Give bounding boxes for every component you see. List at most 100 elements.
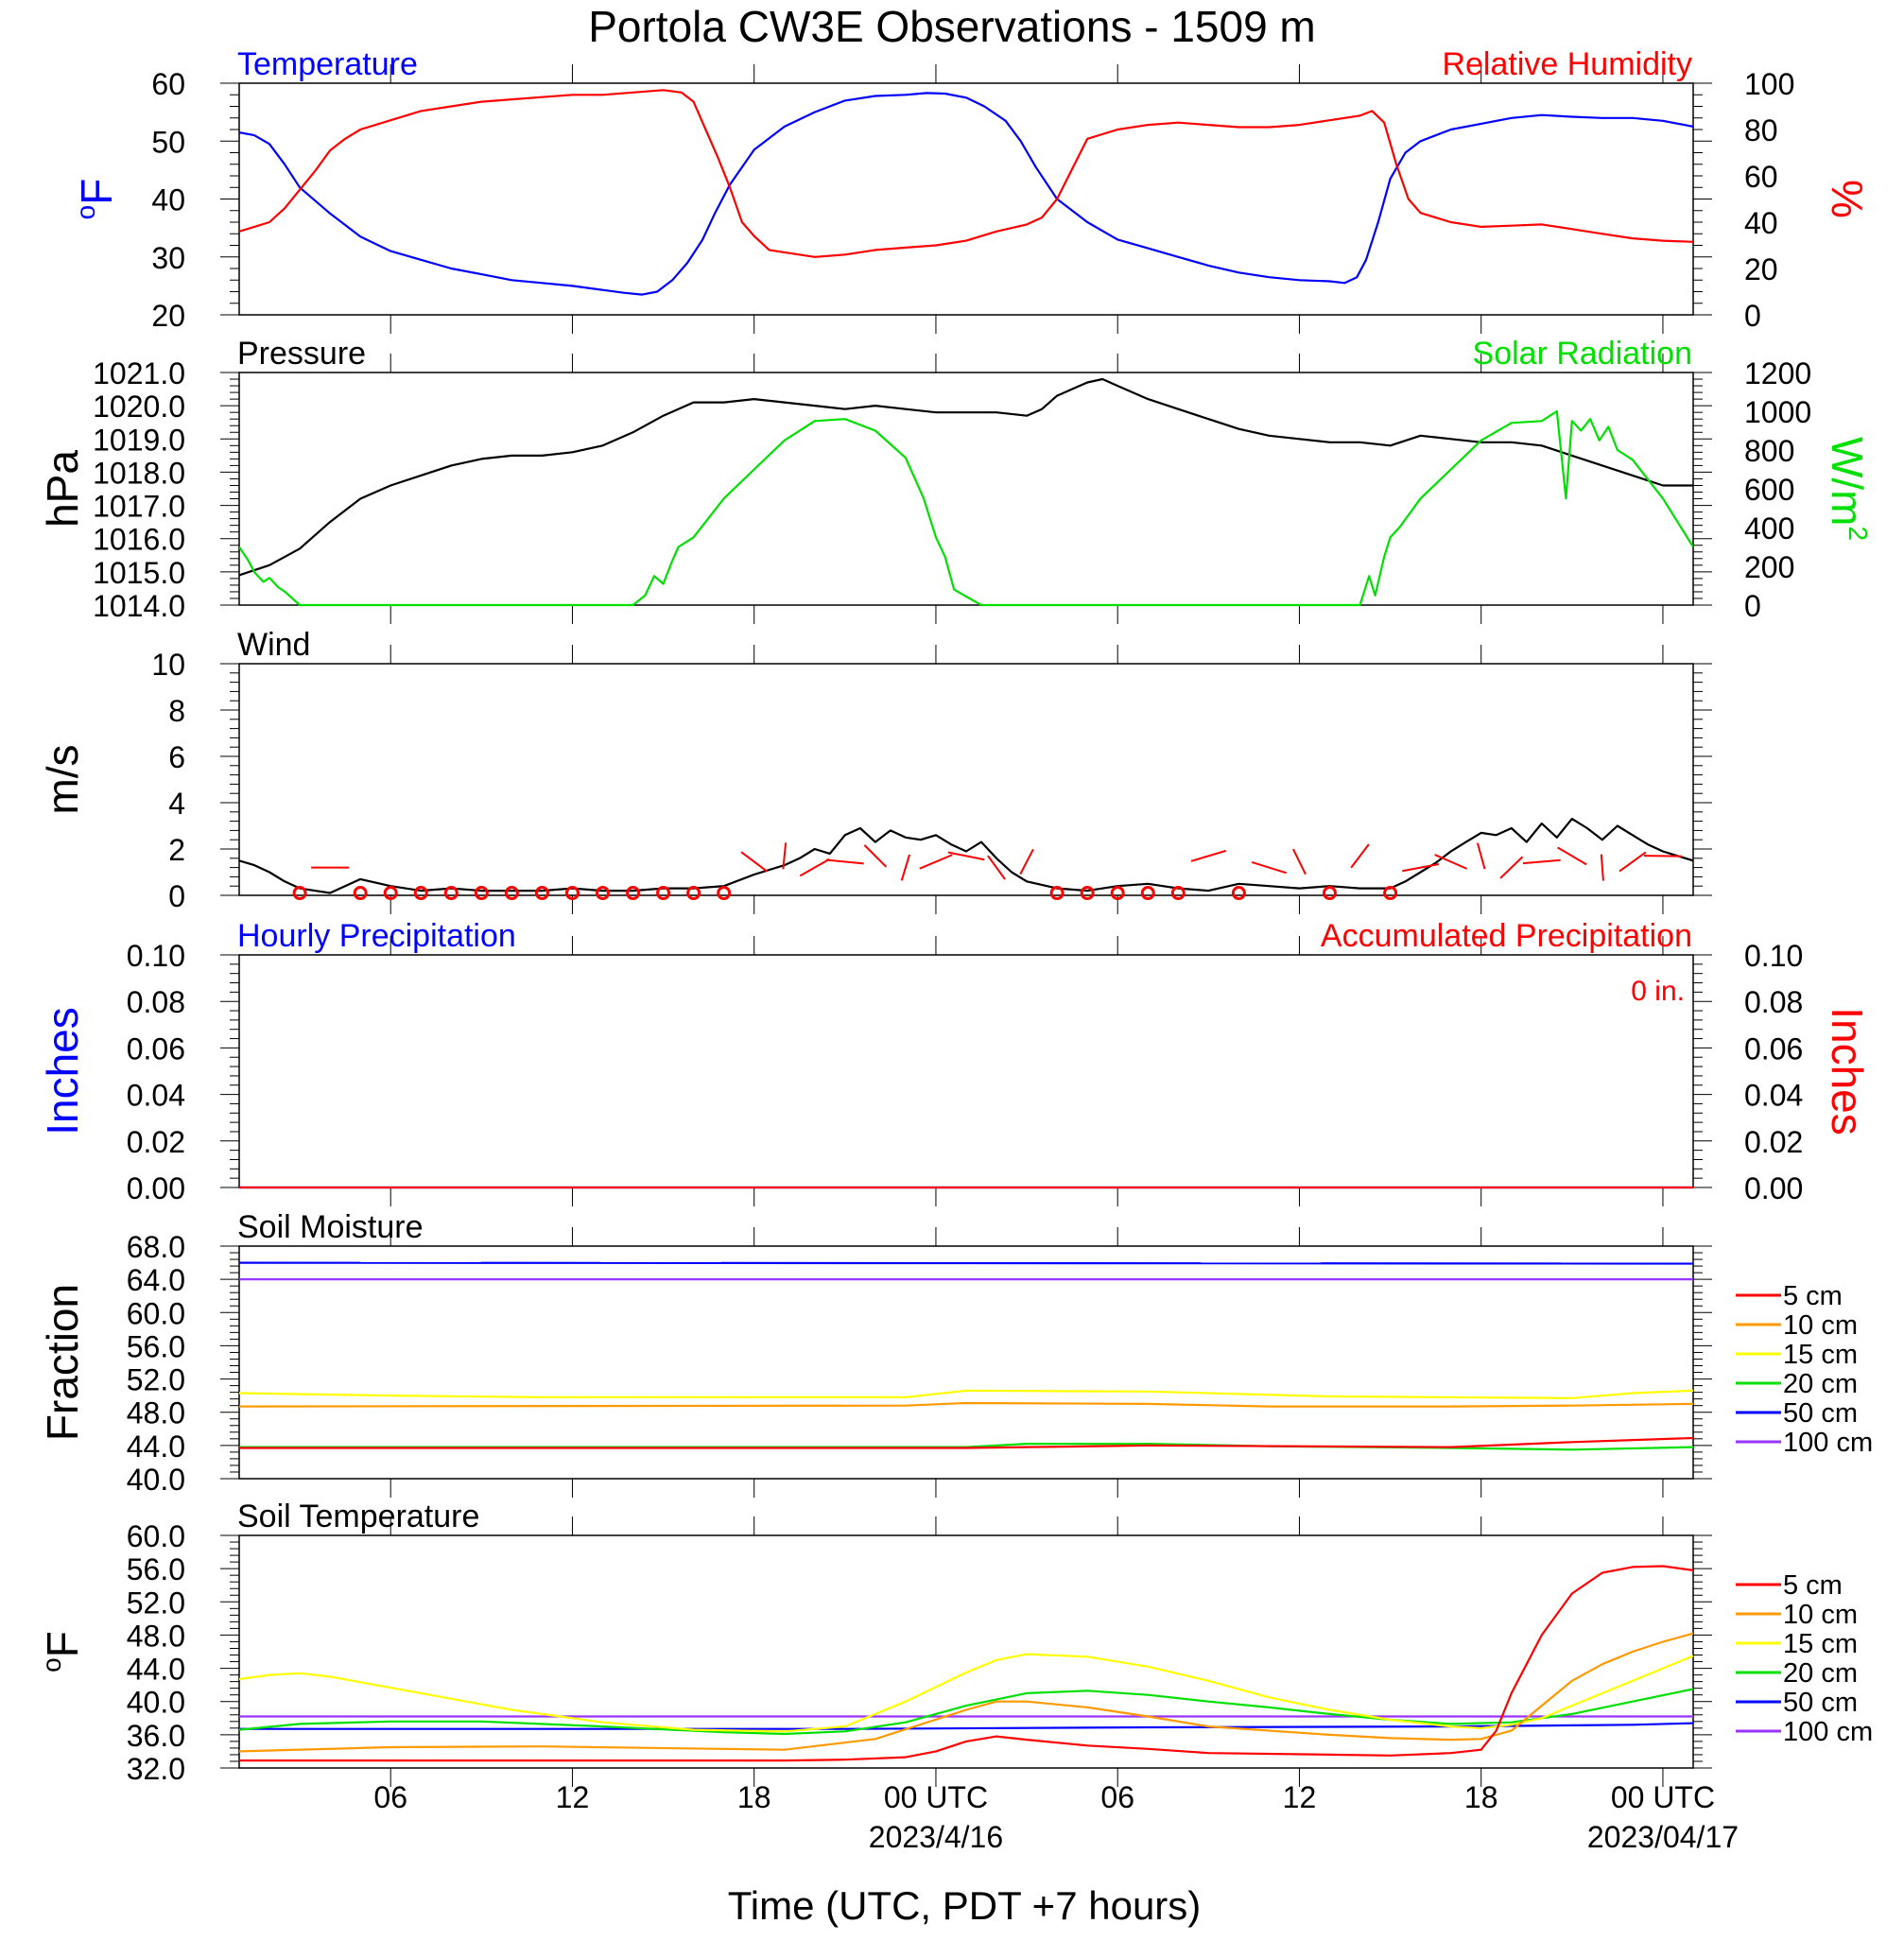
- panel-soil_temperature: 60.056.052.048.044.040.036.032.0 Soil Tem…: [37, 1499, 1873, 1787]
- series-line-50-cm: [239, 1722, 1693, 1730]
- series-line-solar-radiation: [239, 409, 1693, 607]
- y-tick-label-right: 0: [1744, 299, 1761, 333]
- wind-barb-staff: [987, 855, 1006, 880]
- wind-barb-staff: [900, 854, 911, 881]
- wind-barb-staff: [1618, 851, 1647, 873]
- y-tick-label-left: 0.00: [127, 1171, 185, 1205]
- y-tick-label-left: 6: [168, 740, 185, 774]
- calm-wind-circle: [564, 886, 580, 901]
- wind-barb-staff: [740, 851, 768, 873]
- y-tick-label-right: 20: [1744, 252, 1778, 286]
- legend-label: 5 cm: [1783, 1281, 1843, 1311]
- calm-wind-circle: [474, 886, 489, 901]
- wind-barb-staff: [1402, 862, 1440, 873]
- calm-wind-circle: [717, 886, 732, 901]
- wind-barbs: [292, 842, 1682, 901]
- wind-barb-staff: [1476, 842, 1486, 870]
- degree-sup: o: [37, 1657, 66, 1672]
- y-tick-label-left: 60: [151, 67, 185, 101]
- panel-pressure_solar: 1021.01020.01019.01018.01017.01016.01015…: [38, 336, 1873, 624]
- y-tick-label-left: 0: [168, 879, 185, 913]
- y-tick-label-left: 52.0: [127, 1363, 185, 1397]
- calm-wind-circle: [1323, 886, 1337, 901]
- y-tick-label-left: 48.0: [127, 1396, 185, 1430]
- y-axis-title-right: Inches: [1823, 1007, 1872, 1135]
- calm-wind-circle: [656, 886, 671, 901]
- panel-title-right: Accumulated Precipitation: [1321, 918, 1692, 954]
- y-tick-label-left: 1020.0: [93, 390, 185, 424]
- y-tick-label-right: 200: [1744, 550, 1794, 584]
- y-axis-title-left: Inches: [38, 1007, 87, 1135]
- y-tick-label-left: 0.02: [127, 1125, 185, 1159]
- calm-wind-circle: [383, 886, 398, 901]
- calm-wind-circle: [596, 886, 610, 901]
- y-tick-label-left: 4: [168, 787, 185, 821]
- calm-wind-circle: [1231, 886, 1246, 901]
- y-tick-label-left: 0.04: [127, 1079, 185, 1113]
- y-axis-unit: Inches: [1823, 1007, 1872, 1135]
- x-tick-label: 00 UTC: [1611, 1780, 1715, 1814]
- y-axis-title-left: oF: [71, 179, 121, 220]
- calm-wind-circle: [353, 886, 368, 901]
- y-tick-label-right: 400: [1744, 511, 1794, 546]
- wind-barb-staff: [1190, 849, 1227, 862]
- series-line-pressure: [239, 377, 1693, 577]
- y-axis-title-left: oF: [37, 1631, 87, 1672]
- superscript: 2: [1843, 526, 1873, 541]
- panel-temp_rh: 60 50 40 30 20 100 80 60 40 20 0 Temperature Relativ…: [71, 46, 1872, 334]
- y-tick-label-right: 0.08: [1744, 985, 1803, 1019]
- y-tick-label-left: 44.0: [127, 1430, 185, 1464]
- x-axis-title: Time (UTC, PDT +7 hours): [728, 1883, 1202, 1928]
- y-axis-unit: W/m: [1823, 437, 1872, 527]
- y-axis-title-right: %: [1823, 180, 1872, 218]
- wind-barb-staff: [1557, 846, 1587, 866]
- x-tick-label: 06: [1100, 1780, 1134, 1814]
- y-tick-label-left: 40.0: [127, 1686, 185, 1720]
- y-tick-label-left: 1021.0: [93, 356, 185, 390]
- y-tick-label-left: 60.0: [127, 1296, 185, 1330]
- y-tick-label-left: 68.0: [127, 1230, 185, 1264]
- y-tick-label-right: 0: [1744, 589, 1761, 623]
- panel-title-right: Solar Radiation: [1473, 336, 1692, 372]
- series-line-20-cm: [239, 1688, 1693, 1736]
- calm-wind-circle: [1049, 886, 1065, 901]
- calm-wind-circle: [1140, 886, 1155, 901]
- y-axis-unit: %: [1823, 180, 1872, 218]
- y-tick-label-right: 0.02: [1744, 1125, 1803, 1159]
- y-tick-label-left: 2: [168, 833, 185, 867]
- y-tick-label-left: 1019.0: [93, 423, 185, 457]
- panel-title-left: Soil Temperature: [237, 1499, 479, 1534]
- series-line-15-cm: [239, 1389, 1693, 1399]
- series-line-temperature: [239, 92, 1693, 296]
- y-tick-label-right: 80: [1744, 113, 1778, 147]
- wind-barb-staff: [1434, 854, 1468, 870]
- series-line-wind: [239, 817, 1693, 894]
- y-tick-label-left: 0.06: [127, 1031, 185, 1066]
- y-axis-title-left: m/s: [38, 744, 87, 814]
- y-tick-label-right: 40: [1744, 206, 1778, 240]
- y-tick-label-right: 800: [1744, 434, 1794, 468]
- y-tick-label-right: 0.10: [1744, 939, 1803, 973]
- panel-title-left: Hourly Precipitation: [237, 918, 516, 954]
- y-tick-label-left: 56.0: [127, 1552, 185, 1586]
- degree-sup: o: [71, 205, 100, 220]
- y-tick-label-left: 0.10: [127, 939, 185, 973]
- y-axis-title-left: Fraction: [38, 1284, 87, 1441]
- y-tick-label-right: 0.00: [1744, 1171, 1803, 1205]
- y-tick-label-right: 60: [1744, 160, 1778, 194]
- legend-label: 100 cm: [1783, 1428, 1873, 1458]
- y-tick-label-left: 1017.0: [93, 490, 185, 524]
- wind-barb-staff: [1499, 856, 1524, 879]
- legend-label: 50 cm: [1783, 1398, 1858, 1429]
- calm-wind-circle: [686, 886, 701, 901]
- date-label: 2023/4/16: [869, 1820, 1003, 1854]
- x-tick-label: 00 UTC: [884, 1780, 988, 1814]
- calm-wind-circle: [1110, 886, 1125, 901]
- legend-label: 50 cm: [1783, 1688, 1858, 1718]
- series-line-10-cm: [239, 1632, 1693, 1753]
- y-tick-label-left: 40.0: [127, 1463, 185, 1497]
- x-tick-label: 06: [373, 1780, 407, 1814]
